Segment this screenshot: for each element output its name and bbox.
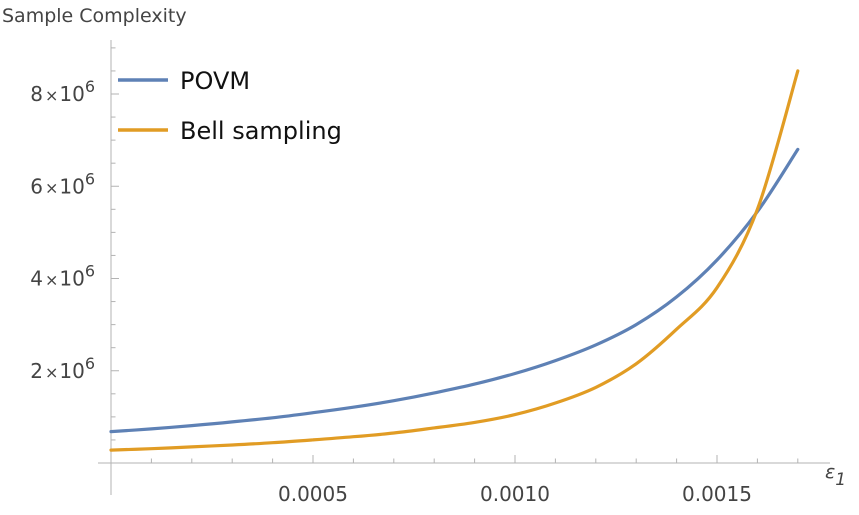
y-tick-label-part: × bbox=[45, 271, 58, 290]
legend-label: Bell sampling bbox=[180, 117, 342, 145]
y-tick-label-part: 10 bbox=[59, 267, 84, 291]
legend: POVM Bell sampling bbox=[118, 67, 342, 145]
y-tick-label-part: × bbox=[45, 178, 58, 197]
y-tick-label-part: 6 bbox=[85, 262, 95, 281]
x-tick-label: 0.0015 bbox=[682, 482, 752, 506]
x-ticks: 0.0005 0.0010 0.0015 bbox=[150, 455, 799, 506]
y-tick-label-part: 10 bbox=[59, 174, 84, 198]
x-axis-title: ε1 bbox=[825, 461, 846, 490]
y-tick-label-part: 8 bbox=[30, 82, 43, 106]
y-tick-label: 2 ×106 bbox=[30, 354, 95, 383]
y-tick-label-part: 2 bbox=[30, 359, 43, 383]
y-tick-label-part: 10 bbox=[59, 359, 84, 383]
series-line-povm bbox=[109, 147, 800, 434]
y-tick-label-part: 6 bbox=[30, 174, 43, 198]
y-tick-label-part: 6 bbox=[85, 169, 95, 188]
y-tick-label-part: 6 bbox=[85, 77, 95, 96]
y-tick-label-part: × bbox=[45, 86, 58, 105]
legend-label: POVM bbox=[180, 67, 250, 95]
x-axis-symbol: ε bbox=[825, 461, 835, 483]
x-tick-label: 0.0010 bbox=[480, 482, 550, 506]
y-tick-label-part: 10 bbox=[59, 82, 84, 106]
y-tick-label: 8 ×106 bbox=[30, 77, 95, 106]
y-tick-label-part: × bbox=[45, 363, 58, 382]
y-tick-label-part: 4 bbox=[30, 267, 43, 291]
y-tick-label-part: 6 bbox=[85, 354, 95, 373]
y-tick-label: 6 ×106 bbox=[30, 169, 95, 198]
axes bbox=[98, 40, 830, 495]
y-tick-label: 4 ×106 bbox=[30, 262, 95, 291]
series-line-bell-sampling bbox=[109, 69, 800, 452]
y-axis-title: Sample Complexity bbox=[2, 5, 187, 27]
x-tick-label: 0.0005 bbox=[278, 482, 348, 506]
x-axis-subscript: 1 bbox=[835, 470, 846, 490]
series-group bbox=[109, 69, 800, 452]
